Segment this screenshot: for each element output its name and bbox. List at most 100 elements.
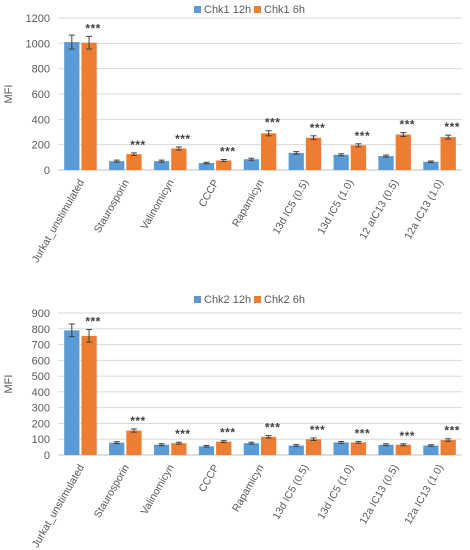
error-bar	[265, 435, 272, 439]
bar-12h	[153, 161, 170, 170]
significance-label: ***	[355, 426, 371, 440]
legend-label: Chk1 12h	[204, 4, 251, 16]
error-bar	[113, 159, 120, 163]
bar-6h	[171, 443, 187, 455]
error-bar	[158, 159, 165, 163]
significance-label: ***	[310, 121, 326, 135]
error-bar	[310, 135, 317, 141]
significance-label: ***	[130, 414, 146, 428]
error-bar	[175, 146, 182, 151]
category-label: 13d IC5 (1.0)	[315, 178, 356, 237]
bar-group: ***	[288, 423, 325, 455]
category-label: Valinomicyn	[139, 462, 177, 516]
bar-12h	[288, 445, 304, 455]
legend-swatch	[194, 6, 201, 13]
significance-label: ***	[220, 144, 236, 158]
error-bar	[203, 161, 210, 165]
error-bar	[445, 438, 452, 442]
bar-6h	[216, 160, 232, 170]
error-bar	[310, 437, 317, 441]
bar-6h	[440, 137, 456, 170]
legend-label: Chk2 12h	[204, 294, 251, 306]
significance-label: ***	[130, 138, 146, 152]
significance-label: ***	[355, 129, 371, 143]
y-tick-label: 300	[32, 403, 50, 415]
category-label: Staurosporin	[92, 462, 132, 520]
error-bar	[338, 440, 345, 444]
error-bar	[68, 34, 75, 50]
error-bar	[400, 132, 407, 137]
error-bar	[86, 329, 93, 343]
significance-label: ***	[175, 427, 191, 441]
bar-6h	[395, 134, 411, 170]
bar-group: ***	[198, 144, 236, 170]
bar-group: ***	[378, 429, 415, 455]
category-label: 13d IC5 (0.5)	[270, 178, 311, 237]
error-bar	[265, 130, 272, 137]
y-tick-label: 1200	[26, 13, 50, 25]
category-label: 12a IC13 (0.5)	[357, 463, 401, 527]
y-tick-label: 400	[32, 387, 50, 399]
category-label: 12 aIC13 (0.5)	[357, 178, 401, 242]
error-bar	[427, 444, 434, 447]
error-bar	[248, 441, 255, 445]
y-tick-label: 900	[32, 308, 50, 320]
error-bar	[130, 152, 137, 156]
bar-12h	[198, 446, 215, 455]
bar-group: ***	[64, 315, 100, 455]
bar-12h	[64, 330, 80, 455]
y-tick-label: 1000	[26, 38, 50, 50]
category-label: Staurosporin	[92, 177, 132, 235]
chk1-chart: Chk1 12h Chk1 6h 0 200 400 600 800 1000 1200 MFI *…	[3, 4, 462, 265]
bar-group: ***	[423, 424, 459, 455]
category-label: Jurkat_unstimulated	[30, 177, 87, 265]
bar-12h	[423, 445, 439, 455]
category-label: CCCP	[196, 178, 221, 210]
bar-6h	[440, 440, 456, 455]
y-tick-label: 800	[32, 324, 50, 336]
category-label: 12a IC13 (1.0)	[402, 178, 446, 242]
error-bar	[383, 154, 390, 158]
bar-group: ***	[153, 132, 190, 170]
significance-label: ***	[444, 120, 460, 134]
error-bar	[113, 441, 120, 445]
bar-group: ***	[288, 121, 326, 170]
error-bar	[248, 157, 255, 161]
bar-group: ***	[198, 426, 236, 455]
bar-6h	[126, 154, 142, 170]
error-bar	[220, 440, 227, 444]
bar-12h	[153, 444, 170, 455]
bar-group: ***	[243, 421, 281, 455]
bar-group: ***	[423, 120, 460, 170]
error-bar	[445, 134, 452, 140]
significance-label: ***	[220, 426, 236, 440]
category-label: Rapamicyn	[230, 177, 267, 229]
error-bar	[158, 443, 165, 447]
y-tick-label: 200	[32, 140, 50, 152]
category-label: Jurkat_unstimulated	[30, 462, 87, 550]
legend-swatch	[254, 296, 261, 303]
bar-12h	[64, 42, 80, 170]
error-bar	[293, 444, 300, 447]
significance-label: ***	[400, 429, 416, 443]
bar-12h	[378, 156, 394, 170]
error-bar	[293, 151, 300, 155]
error-bar	[338, 153, 345, 157]
bar-12h	[378, 444, 394, 455]
y-tick-label: 800	[32, 64, 50, 76]
error-bar	[355, 440, 362, 444]
error-bar	[86, 35, 93, 50]
significance-label: ***	[265, 116, 281, 130]
bar-12h	[243, 443, 259, 455]
error-bar	[383, 443, 390, 447]
y-axis-label: MFI	[3, 375, 15, 394]
bar-group: ***	[378, 118, 415, 170]
bar-6h	[350, 145, 367, 170]
bar-6h	[126, 430, 142, 455]
y-tick-label: 700	[32, 340, 50, 352]
significance-label: ***	[265, 421, 281, 435]
bar-12h	[333, 154, 349, 170]
bar-group: ***	[64, 21, 100, 171]
category-label: 12a IC13 (1.0)	[402, 463, 446, 527]
